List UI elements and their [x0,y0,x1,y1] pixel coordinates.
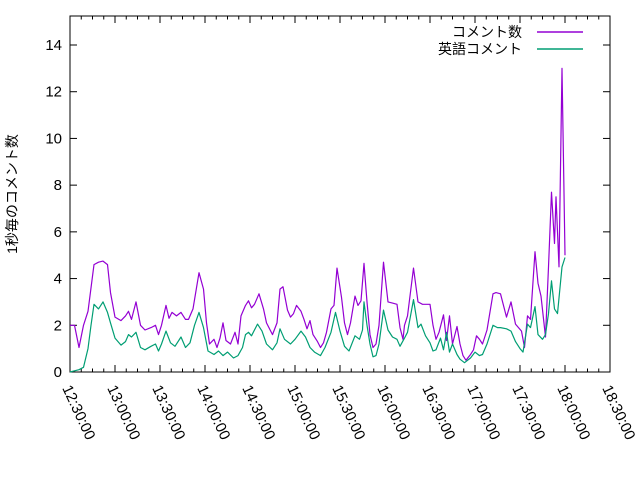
x-tick-label: 17:30:00 [508,383,548,443]
y-tick-label: 4 [54,271,62,288]
y-tick-label: 10 [45,130,62,147]
x-tick-label: 18:30:00 [598,383,638,443]
y-tick-label: 12 [45,84,62,101]
y-tick-label: 2 [54,317,62,334]
x-tick-label: 18:00:00 [553,383,593,443]
series-comments-line [70,67,566,361]
series-lines [69,67,566,373]
y-axis-title: 1秒毎のコメント数 [4,134,20,254]
x-tick-label: 13:00:00 [103,383,143,443]
y-tick-label: 14 [45,37,62,54]
y-tick-label: 0 [54,364,62,381]
plot-border [69,15,611,373]
x-tick-label: 14:30:00 [238,383,278,443]
y-tick-label: 6 [54,224,62,241]
x-tick-label: 12:30:00 [58,383,98,443]
x-tick-label: 16:00:00 [373,383,413,443]
y-axis: 0 2 4 6 8 10 12 14 [45,37,610,381]
x-tick-label: 14:00:00 [193,383,233,443]
y-tick-label: 8 [54,177,62,194]
legend: コメント数 英語コメント [438,24,583,57]
legend-label-comments: コメント数 [452,24,522,40]
x-tick-label: 13:30:00 [148,383,188,443]
x-tick-label: 15:00:00 [283,383,323,443]
legend-item-english-comments: 英語コメント [438,41,583,57]
x-tick-label: 16:30:00 [418,383,458,443]
x-tick-label: 17:00:00 [463,383,503,443]
series-english-comments-line [69,257,566,373]
legend-label-english-comments: 英語コメント [438,41,522,57]
x-axis: 12:30:00 13:00:00 13:30:00 14:00:00 14:30:00… [58,16,638,443]
x-tick-label: 15:30:00 [328,383,368,443]
legend-item-comments: コメント数 [452,24,583,40]
